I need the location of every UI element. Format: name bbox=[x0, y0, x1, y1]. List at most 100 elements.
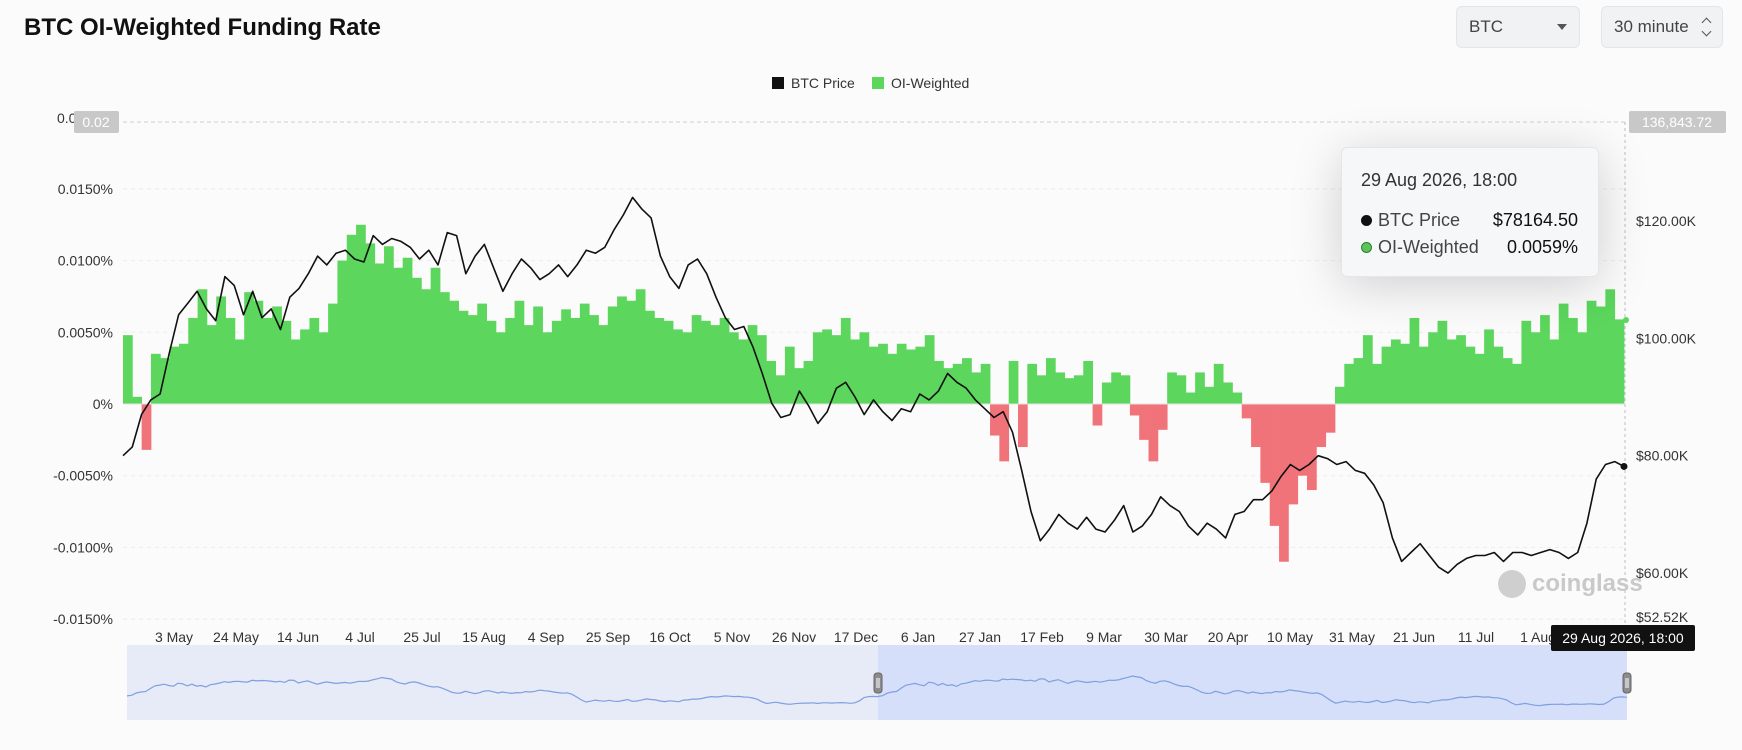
funding-bar-positive bbox=[169, 346, 180, 404]
left-max-label: 0.02 bbox=[82, 114, 109, 130]
x-tick-label: 6 Jan bbox=[901, 629, 935, 645]
funding-bar-positive bbox=[1362, 335, 1373, 404]
funding-bar-positive bbox=[701, 320, 711, 404]
funding-bar-positive bbox=[850, 339, 860, 404]
funding-bar-positive bbox=[1512, 363, 1522, 404]
funding-bar-positive bbox=[1101, 382, 1112, 404]
y-tick-label-right: $100.00K bbox=[1636, 330, 1697, 346]
funding-bar-positive bbox=[216, 296, 226, 404]
tooltip-label: BTC Price bbox=[1378, 210, 1461, 230]
funding-bar-positive bbox=[915, 346, 926, 404]
x-tick-label: 15 Aug bbox=[462, 629, 506, 645]
funding-bar-positive bbox=[430, 267, 441, 404]
funding-bar-positive bbox=[1521, 320, 1532, 404]
funding-bar-positive bbox=[1540, 315, 1550, 404]
funding-bar-positive bbox=[812, 332, 823, 404]
funding-bar-negative bbox=[1260, 404, 1271, 483]
funding-bar-positive bbox=[1549, 339, 1560, 404]
funding-bar-positive bbox=[272, 306, 282, 404]
funding-bar-positive bbox=[1568, 317, 1578, 404]
page-title: BTC OI-Weighted Funding Rate bbox=[24, 14, 381, 41]
right-max-badge bbox=[1629, 111, 1726, 133]
funding-bar-positive bbox=[1381, 346, 1392, 404]
x-tick-label: 9 Mar bbox=[1086, 629, 1122, 645]
x-tick-label: 5 Nov bbox=[714, 629, 751, 645]
x-tick-label: 20 Apr bbox=[1208, 629, 1249, 645]
y-tick-label-left: 0.0100% bbox=[58, 253, 113, 269]
funding-bar-positive bbox=[756, 335, 767, 404]
funding-bar-positive bbox=[253, 300, 264, 404]
funding-bar-positive bbox=[719, 317, 730, 404]
funding-bar-negative bbox=[1325, 404, 1336, 433]
funding-bar-positive bbox=[188, 317, 198, 404]
funding-bar-positive bbox=[1111, 372, 1121, 404]
funding-bar-positive bbox=[374, 263, 385, 404]
funding-bar-positive bbox=[1045, 358, 1056, 404]
funding-bar-positive bbox=[579, 303, 590, 404]
funding-bar-positive bbox=[523, 325, 534, 404]
funding-bar-positive bbox=[1344, 363, 1355, 404]
funding-bar-positive bbox=[896, 343, 907, 404]
funding-bar-positive bbox=[1008, 360, 1019, 404]
funding-bar-positive bbox=[831, 335, 842, 404]
funding-bar-positive bbox=[1493, 346, 1504, 404]
right-max-label: 136,843.72 bbox=[1642, 114, 1712, 130]
funding-bar-positive bbox=[766, 360, 777, 404]
btc-price-line bbox=[122, 196, 1625, 574]
navigator-line bbox=[126, 675, 1628, 707]
tooltip-value: 0.0059% bbox=[1506, 237, 1578, 257]
x-tick-label: 30 Mar bbox=[1144, 629, 1188, 645]
funding-bar-positive bbox=[337, 260, 348, 404]
funding-bar-positive bbox=[1232, 392, 1243, 404]
chart-tooltip: 29 Aug 2026, 18:00 BTC Price $78164.50 O… bbox=[1341, 147, 1599, 277]
navigator-handle-left[interactable] bbox=[873, 672, 883, 694]
funding-bar-positive bbox=[197, 289, 208, 404]
y-tick-label-right: $60.00K bbox=[1636, 565, 1689, 581]
funding-bar-positive bbox=[738, 339, 749, 404]
funding-bar-positive bbox=[1055, 372, 1066, 404]
funding-bar-positive bbox=[589, 315, 599, 404]
funding-bar-positive bbox=[598, 325, 609, 404]
funding-bar-positive bbox=[505, 317, 515, 404]
x-tick-label: 3 May bbox=[155, 629, 193, 645]
navigator-selection bbox=[878, 645, 1627, 720]
funding-bar-positive bbox=[458, 310, 469, 404]
funding-bar-positive bbox=[673, 329, 683, 404]
symbol-select[interactable]: BTC bbox=[1456, 6, 1580, 48]
funding-bar-positive bbox=[551, 320, 562, 404]
funding-bar-positive bbox=[421, 289, 432, 404]
tooltip-row-oi: OI-Weighted 0.0059% bbox=[1361, 234, 1578, 261]
funding-bar-positive bbox=[365, 243, 376, 404]
funding-bar-negative bbox=[1307, 404, 1317, 491]
funding-bar-positive bbox=[1073, 375, 1084, 404]
funding-bar-positive bbox=[495, 332, 506, 404]
funding-bar-positive bbox=[775, 375, 786, 404]
funding-bar-negative bbox=[1129, 404, 1140, 416]
funding-bar-positive bbox=[934, 360, 944, 404]
oi-hover-point bbox=[1623, 317, 1629, 323]
funding-bar-positive bbox=[859, 332, 870, 404]
funding-bar-positive bbox=[160, 358, 171, 404]
watermark-text: coinglass bbox=[1532, 570, 1643, 597]
funding-bar-positive bbox=[561, 309, 571, 404]
interval-select[interactable]: 30 minute bbox=[1601, 6, 1723, 48]
funding-bar-positive bbox=[1083, 360, 1093, 404]
price-hover-point bbox=[1620, 462, 1628, 470]
funding-bar-negative bbox=[1269, 404, 1280, 526]
funding-bar-positive bbox=[626, 300, 637, 404]
funding-bar-positive bbox=[328, 303, 338, 404]
x-tick-label: 24 May bbox=[213, 629, 259, 645]
x-tick-label: 26 Nov bbox=[772, 629, 816, 645]
navigator-handle-right[interactable] bbox=[1622, 672, 1632, 694]
funding-bar-positive bbox=[607, 306, 618, 404]
price-dot-icon bbox=[1361, 215, 1372, 226]
funding-bar-negative bbox=[1288, 404, 1299, 505]
funding-bar-positive bbox=[1334, 386, 1345, 404]
funding-bar-positive bbox=[1195, 372, 1205, 404]
funding-bar-positive bbox=[123, 335, 133, 404]
funding-bar-positive bbox=[262, 317, 273, 404]
funding-bar-positive bbox=[1614, 319, 1625, 404]
funding-bar-positive bbox=[1400, 343, 1410, 404]
funding-bar-negative bbox=[990, 404, 1000, 436]
